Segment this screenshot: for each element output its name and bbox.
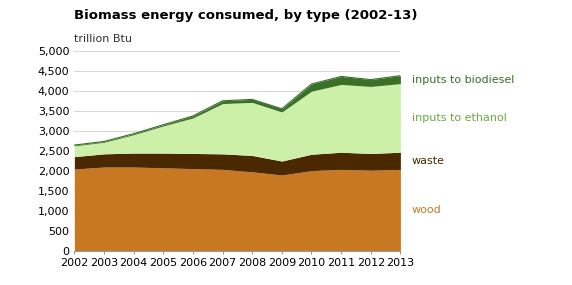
Text: Biomass energy consumed, by type (2002-13): Biomass energy consumed, by type (2002-1… <box>74 9 418 22</box>
Text: trillion Btu: trillion Btu <box>74 34 132 44</box>
Text: inputs to biodiesel: inputs to biodiesel <box>412 75 514 85</box>
Text: wood: wood <box>412 205 442 215</box>
Text: inputs to ethanol: inputs to ethanol <box>412 113 507 123</box>
Text: waste: waste <box>412 156 445 166</box>
